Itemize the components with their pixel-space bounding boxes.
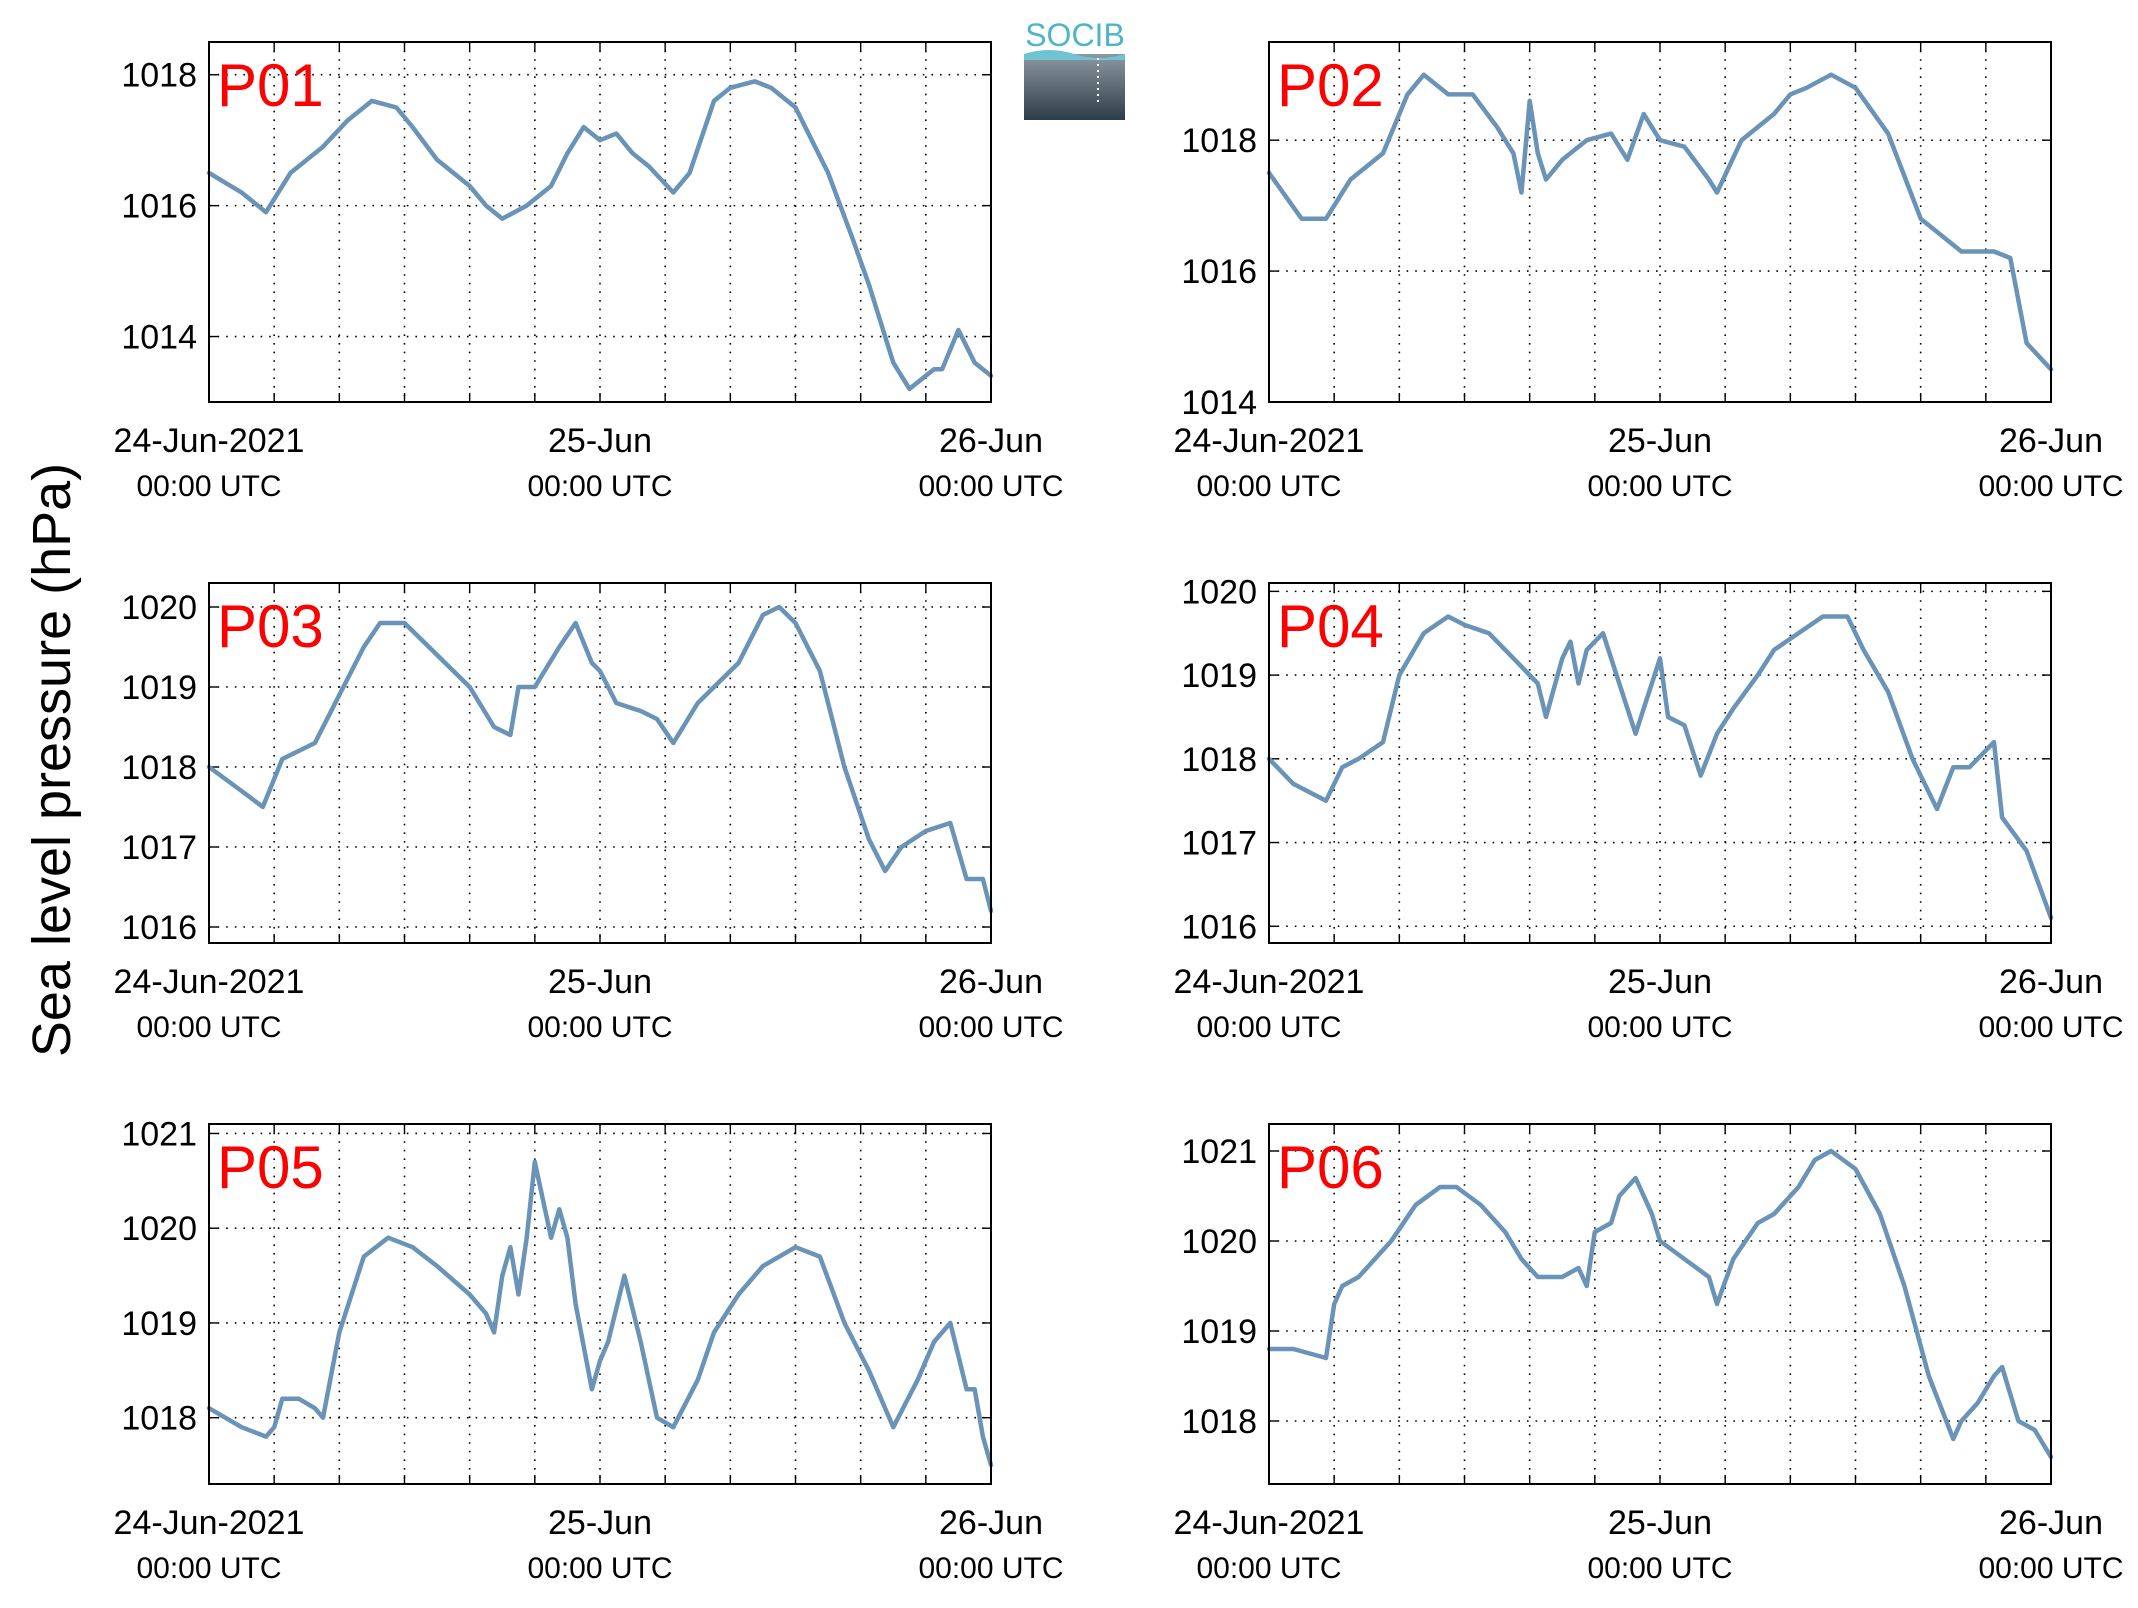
x-tick-label: 25-Jun [548, 422, 652, 460]
panel-label: P06 [1277, 1134, 1384, 1201]
plot-area [209, 583, 991, 943]
panel-label: P04 [1277, 593, 1384, 660]
x-tick-sublabel: 00:00 UTC [918, 1011, 1063, 1044]
panel-p01: 1014 1016 1018 24-Jun-2021 00:00 UTC 25-Jun 00… [114, 41, 1064, 503]
panel-label: P02 [1277, 52, 1384, 119]
x-tick-sublabel: 00:00 UTC [1978, 1011, 2123, 1044]
x-tick-label: 25-Jun [1608, 1504, 1712, 1542]
series-line-p06 [1266, 1148, 2054, 1460]
series-line-p01 [206, 79, 994, 392]
series-line-p04 [1266, 614, 2054, 921]
x-tick-sublabel: 00:00 UTC [527, 1552, 672, 1585]
panel-p03: 1016 1017 1018 1019 1020 24-Jun-2021 00:00 UTC… [114, 582, 1064, 1044]
y-tick-label: 1018 [121, 1400, 197, 1438]
series-line-p02 [1266, 72, 2054, 372]
x-tick-label: 26-Jun [939, 963, 1043, 1001]
y-tick-label: 1018 [1181, 1403, 1257, 1441]
y-tick-label: 1018 [1181, 122, 1257, 160]
x-tick-label: 24-Jun-2021 [1174, 1504, 1365, 1542]
y-tick-label: 1021 [121, 1115, 197, 1153]
logo-wave [1024, 50, 1125, 60]
socib-logo: SOCIB [1024, 17, 1125, 120]
x-tick-label: 24-Jun-2021 [114, 422, 305, 460]
plot-frame [208, 41, 992, 403]
logo-plate [1024, 54, 1125, 120]
x-tick-sublabel: 00:00 UTC [527, 470, 672, 503]
plot-area [1269, 42, 2051, 402]
x-tick-label: 26-Jun [1999, 963, 2103, 1001]
panel-label: P03 [217, 593, 324, 660]
y-tick-label: 1019 [1181, 1313, 1257, 1351]
x-tick-sublabel: 00:00 UTC [136, 470, 281, 503]
x-tick-sublabel: 00:00 UTC [918, 470, 1063, 503]
series-line-p03 [206, 604, 994, 914]
plot-area [209, 42, 991, 402]
x-tick-sublabel: 00:00 UTC [1196, 1552, 1341, 1585]
panel-label: P01 [217, 52, 324, 119]
plot-frame [208, 1123, 992, 1485]
plot-frame [1268, 582, 2052, 944]
panel-p06: 1018 1019 1020 1021 24-Jun-2021 00:00 UTC 25-J… [1174, 1123, 2124, 1585]
y-axis-label: Sea level pressure (hPa) [22, 463, 82, 1057]
x-tick-label: 26-Jun [1999, 1504, 2103, 1542]
x-tick-label: 25-Jun [1608, 963, 1712, 1001]
x-tick-label: 24-Jun-2021 [1174, 963, 1365, 1001]
y-tick-label: 1020 [1181, 1223, 1257, 1261]
y-tick-label: 1016 [121, 188, 197, 226]
x-tick-sublabel: 00:00 UTC [1196, 470, 1341, 503]
panel-label: P05 [217, 1134, 324, 1201]
x-tick-sublabel: 00:00 UTC [136, 1552, 281, 1585]
x-tick-label: 26-Jun [939, 1504, 1043, 1542]
y-tick-label: 1016 [1181, 908, 1257, 946]
y-tick-label: 1018 [121, 57, 197, 95]
x-tick-sublabel: 00:00 UTC [918, 1552, 1063, 1585]
y-tick-label: 1018 [121, 749, 197, 787]
plot-frame [1268, 41, 2052, 403]
panel-p02: 1014 1016 1018 24-Jun-2021 00:00 UTC 25-Jun 00… [1174, 41, 2124, 503]
y-tick-label: 1016 [1181, 253, 1257, 291]
plot-area [209, 1124, 991, 1484]
y-tick-label: 1018 [1181, 741, 1257, 779]
x-tick-label: 24-Jun-2021 [114, 1504, 305, 1542]
x-tick-sublabel: 00:00 UTC [136, 1011, 281, 1044]
y-tick-label: 1019 [121, 669, 197, 707]
series-line-p05 [206, 1159, 994, 1468]
x-tick-sublabel: 00:00 UTC [527, 1011, 672, 1044]
y-tick-label: 1017 [121, 829, 197, 867]
x-tick-sublabel: 00:00 UTC [1978, 470, 2123, 503]
x-tick-sublabel: 00:00 UTC [1587, 1011, 1732, 1044]
x-tick-label: 26-Jun [1999, 422, 2103, 460]
panel-p04: 1016 1017 1018 1019 1020 24-Jun-2021 00:00 UTC… [1174, 573, 2124, 1044]
chart-panels: 1014 1016 1018 24-Jun-2021 00:00 UTC 25-Jun 00… [114, 41, 2124, 1585]
plot-area [1269, 1124, 2051, 1484]
y-tick-label: 1020 [1181, 573, 1257, 611]
x-tick-label: 25-Jun [548, 1504, 652, 1542]
y-tick-label: 1016 [121, 909, 197, 947]
y-tick-label: 1021 [1181, 1133, 1257, 1171]
x-tick-label: 25-Jun [548, 963, 652, 1001]
x-tick-sublabel: 00:00 UTC [1978, 1552, 2123, 1585]
y-tick-label: 1014 [1181, 384, 1257, 422]
y-tick-label: 1020 [121, 1210, 197, 1248]
logo-text: SOCIB [1025, 17, 1125, 53]
y-tick-label: 1017 [1181, 825, 1257, 863]
y-tick-label: 1019 [1181, 657, 1257, 695]
x-tick-sublabel: 00:00 UTC [1196, 1011, 1341, 1044]
plot-frame [1268, 1123, 2052, 1485]
y-tick-label: 1014 [121, 319, 197, 357]
x-tick-label: 26-Jun [939, 422, 1043, 460]
x-tick-label: 24-Jun-2021 [114, 963, 305, 1001]
plot-area [1269, 583, 2051, 943]
panel-p05: 1018 1019 1020 1021 24-Jun-2021 00:00 UTC 25-J… [114, 1115, 1064, 1585]
x-tick-sublabel: 00:00 UTC [1587, 1552, 1732, 1585]
plot-frame [208, 582, 992, 944]
x-tick-label: 25-Jun [1608, 422, 1712, 460]
y-tick-label: 1020 [121, 589, 197, 627]
y-tick-label: 1019 [121, 1305, 197, 1343]
x-tick-label: 24-Jun-2021 [1174, 422, 1365, 460]
x-tick-sublabel: 00:00 UTC [1587, 470, 1732, 503]
